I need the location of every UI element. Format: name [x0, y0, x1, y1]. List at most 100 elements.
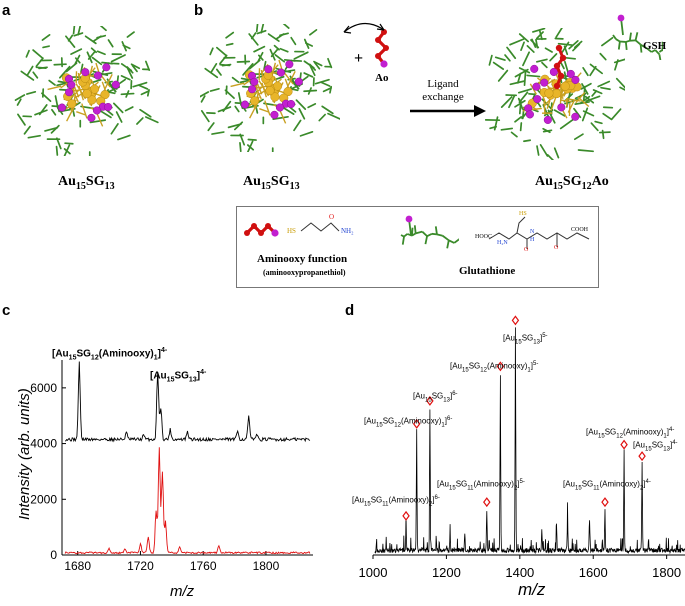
ligand-stick — [126, 31, 135, 38]
peak-marker — [601, 497, 609, 508]
legend-o1-text: O — [524, 247, 529, 253]
ligand-stick — [211, 131, 225, 135]
ligand-stick — [597, 80, 611, 88]
mass-spectrum-chart-d: 1000 1200 1400 1600 1800 — [359, 315, 685, 580]
sulfur-atom — [617, 14, 625, 22]
ligand-stick — [573, 40, 583, 49]
ligand-stick — [327, 112, 340, 120]
ligand-stick — [65, 62, 78, 73]
ligand-stick — [250, 32, 257, 40]
ligand-stick — [248, 59, 261, 70]
ligand-stick — [67, 34, 74, 42]
ligand-stick — [506, 46, 517, 60]
ligand-stick — [120, 92, 135, 96]
ligand-stick — [536, 145, 540, 156]
ligand-stick — [35, 57, 44, 68]
ligand-stick — [492, 61, 505, 70]
ligand-stick — [532, 28, 546, 33]
chart-d-xtick-label: 1400 — [505, 565, 534, 580]
ligand-stick — [308, 29, 318, 36]
ligand-stick — [592, 89, 603, 95]
sulfur-atom — [270, 110, 279, 119]
ao-label: Ao — [375, 72, 389, 84]
ligand-stick — [421, 231, 428, 237]
chart-c-ytick-label: 6000 — [30, 381, 57, 395]
core-bond — [243, 79, 251, 86]
sulfur-atom — [92, 106, 102, 115]
ligand-stick — [210, 63, 218, 74]
ligand-stick — [494, 56, 506, 61]
ligand-stick — [64, 142, 74, 145]
ligand-stick — [535, 58, 548, 63]
ligand-stick — [510, 131, 518, 138]
ligand-stick — [628, 32, 632, 41]
ligand-stick — [610, 108, 622, 121]
chart-c-xtick-label: 1680 — [64, 559, 91, 573]
ligand-stick — [639, 44, 643, 53]
peak-marker — [496, 361, 505, 372]
ligand-stick — [446, 240, 450, 249]
chart-d-annotation-7: [Au15SG11(Aminooxy)2]5- — [437, 479, 525, 492]
ligand-stick — [295, 99, 307, 110]
chart-d-annotation-5: [Au15SG12(Aminooxy)1]4- — [586, 427, 675, 440]
ligand-stick — [293, 119, 302, 132]
ligand-stick — [401, 236, 405, 245]
ligand-stick — [581, 83, 589, 95]
ligand-stick — [139, 108, 152, 118]
ligand-stick — [573, 107, 582, 119]
ligand-stick — [303, 38, 310, 49]
ligand-stick — [514, 116, 523, 123]
ligand-stick — [48, 79, 56, 86]
core-bond — [264, 100, 271, 116]
ligand-stick — [107, 39, 114, 48]
peak-marker — [638, 451, 646, 462]
ligand-stick — [581, 107, 589, 122]
ligand-stick — [535, 31, 544, 40]
ligand-stick — [119, 78, 127, 84]
sulfur-atom — [264, 65, 273, 74]
aminooxy-molecule-icon — [375, 29, 389, 68]
ligand-stick — [98, 109, 112, 119]
peak-marker — [620, 439, 628, 450]
ligand-stick — [517, 88, 533, 94]
ligand-stick — [132, 81, 148, 88]
ligand-stick — [301, 75, 309, 82]
sulfur-atom — [111, 80, 120, 89]
ligand-stick — [546, 154, 555, 160]
core-bond — [567, 99, 576, 113]
ligand-stick — [313, 61, 321, 70]
ligand-stick — [86, 51, 93, 64]
gold-atom — [560, 81, 570, 91]
ligand-stick — [658, 54, 662, 60]
ligand-stick — [594, 120, 603, 125]
core-bond — [259, 108, 269, 113]
ligand-stick — [77, 26, 82, 36]
ligand-stick — [651, 49, 656, 53]
gold-atom — [270, 92, 280, 102]
ligand-stick — [646, 47, 653, 53]
ligand-stick — [200, 91, 210, 98]
ligand-stick — [526, 45, 535, 53]
ligand-stick — [89, 119, 107, 124]
ligand-stick — [514, 68, 529, 78]
panel-letter-d: d — [345, 302, 355, 319]
ligand-stick — [59, 65, 71, 79]
ligand-stick — [279, 47, 289, 53]
sulfur-atom — [285, 60, 294, 69]
chart-c-annotation-1: [Au15SG12(Aminooxy)1]4- — [52, 347, 168, 362]
sulfur-atom — [104, 102, 113, 112]
ligand-stick — [239, 142, 242, 152]
sulfur-atom — [525, 110, 534, 119]
ligand-stick — [112, 102, 124, 114]
ligand-stick — [308, 63, 317, 71]
ligand-stick — [298, 107, 306, 120]
ligand-stick — [110, 54, 126, 63]
ligand-stick — [654, 49, 661, 55]
ligand-stick — [145, 60, 151, 71]
aminooxy-atom — [381, 29, 387, 35]
ligand-stick — [283, 69, 296, 73]
ligand-exchange-text: Ligand exchange — [422, 78, 464, 103]
legend-hs-text: HS — [287, 227, 296, 235]
chart-c-xtick-label: 1720 — [127, 559, 154, 573]
ligand-stick — [140, 90, 150, 96]
